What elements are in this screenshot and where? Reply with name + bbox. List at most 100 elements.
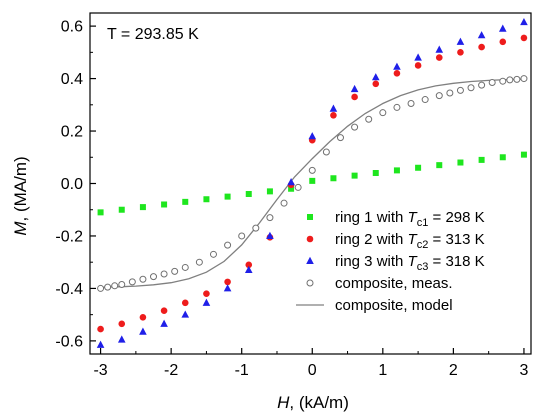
series-1-point: [161, 201, 168, 208]
series-1-point: [499, 154, 506, 161]
series-3-point: [96, 340, 105, 348]
series-4-point: [421, 96, 429, 104]
series-3-point: [266, 231, 274, 239]
series-3-point: [287, 177, 295, 186]
x-axis-title: H, (kA/m): [277, 393, 349, 412]
series-1-point: [224, 193, 231, 200]
series-3-point: [371, 73, 380, 81]
series-4-point: [393, 103, 401, 111]
series-4-point: [478, 81, 486, 89]
series-3-point: [308, 132, 317, 140]
series-2-point: [499, 38, 507, 46]
series-1-point: [351, 172, 358, 179]
series-4-point: [171, 267, 179, 275]
y-tick-label: 0.2: [61, 124, 83, 141]
series-2-point: [139, 313, 147, 321]
series-1-point: [478, 156, 485, 163]
series-4-point: [379, 109, 387, 117]
x-tick-label: 1: [378, 362, 387, 379]
x-tick-label: 0: [308, 362, 317, 379]
series-4-point: [128, 278, 136, 286]
series-2-point: [245, 261, 253, 269]
series-2-point: [478, 43, 485, 51]
series-3-point: [456, 37, 465, 45]
series-3-point: [202, 298, 211, 306]
temperature-annotation: T = 293.85 K: [107, 26, 199, 43]
series-3-point: [498, 24, 507, 32]
series-3-point: [329, 104, 338, 112]
series-2-point: [330, 112, 337, 119]
series-3-point: [160, 319, 168, 327]
series-2-point: [457, 49, 464, 56]
y-tick-label: 0.0: [61, 176, 83, 193]
legend-marker: [306, 235, 314, 243]
series-4-point: [506, 76, 514, 84]
series-2-point: [520, 34, 528, 42]
series-1-point: [520, 151, 527, 158]
series-1-point: [97, 209, 104, 216]
series-4-point: [252, 224, 260, 232]
legend-marker: [307, 214, 313, 220]
axes: -3 -2 -1 0 1 2 3 -0.6 -0.4 -0.2 0.0 0.2 0.4 0.6: [55, 19, 528, 379]
legend-marker: [306, 279, 314, 287]
series-4-point: [456, 86, 464, 94]
series-4-point: [97, 284, 105, 292]
series-2-point: [160, 307, 168, 315]
series-3-point: [350, 84, 359, 93]
series-1-point: [139, 204, 146, 211]
series-1-point: [330, 175, 337, 182]
series-4-point: [407, 99, 415, 107]
series-2-point: [118, 320, 126, 328]
series-3-point: [117, 335, 126, 343]
series-4-point: [209, 250, 217, 258]
series-4-point: [520, 75, 528, 83]
series-1-point: [182, 198, 189, 205]
series-3-point: [393, 62, 401, 70]
series-3-point: [520, 17, 528, 26]
series-4-point: [446, 89, 454, 97]
series-4-point: [139, 275, 147, 283]
series-3-point: [435, 45, 444, 53]
x-tick-label: -2: [164, 362, 178, 379]
series-1-point: [266, 188, 273, 195]
series-1-point: [118, 206, 125, 213]
series-4-point: [435, 92, 443, 100]
series-2-point: [393, 70, 401, 77]
x-tick-label: 2: [449, 362, 458, 379]
series-2-point: [435, 54, 443, 61]
series-4-point: [308, 166, 316, 174]
series-1-point: [415, 164, 422, 171]
y-tick-label: -0.4: [55, 281, 83, 298]
series-2-point: [414, 62, 422, 69]
series-4-point: [266, 214, 274, 222]
series-3-point: [244, 265, 253, 274]
series-4-point: [224, 241, 232, 249]
series-4-point: [467, 84, 475, 92]
series-5-line: [100, 78, 524, 289]
series-2-point: [97, 325, 104, 333]
series-4-point: [336, 134, 344, 142]
series-3-point: [181, 310, 190, 318]
x-tick-label: 3: [519, 362, 528, 379]
series-2-point: [372, 80, 380, 88]
x-tick-label: -1: [235, 362, 249, 379]
series-4-point: [365, 115, 373, 123]
series-4-point: [104, 283, 112, 291]
y-tick-label: -0.2: [55, 228, 83, 245]
plot-area: [96, 17, 528, 348]
series-1-point: [457, 159, 464, 166]
series-1-point: [393, 167, 400, 174]
legend-marker: [306, 256, 314, 264]
series-2-point: [203, 290, 210, 297]
y-tick-label: 0.6: [61, 19, 83, 36]
series-3-point: [223, 284, 232, 292]
series-1-point: [372, 170, 379, 177]
series-2-point: [224, 278, 231, 286]
series-4-point: [513, 75, 521, 83]
series-1-point: [309, 177, 316, 184]
legend-entry: composite, model: [335, 297, 453, 314]
series-2-point: [351, 93, 358, 101]
series-4-point: [195, 258, 203, 266]
x-tick-label: -3: [93, 362, 107, 379]
